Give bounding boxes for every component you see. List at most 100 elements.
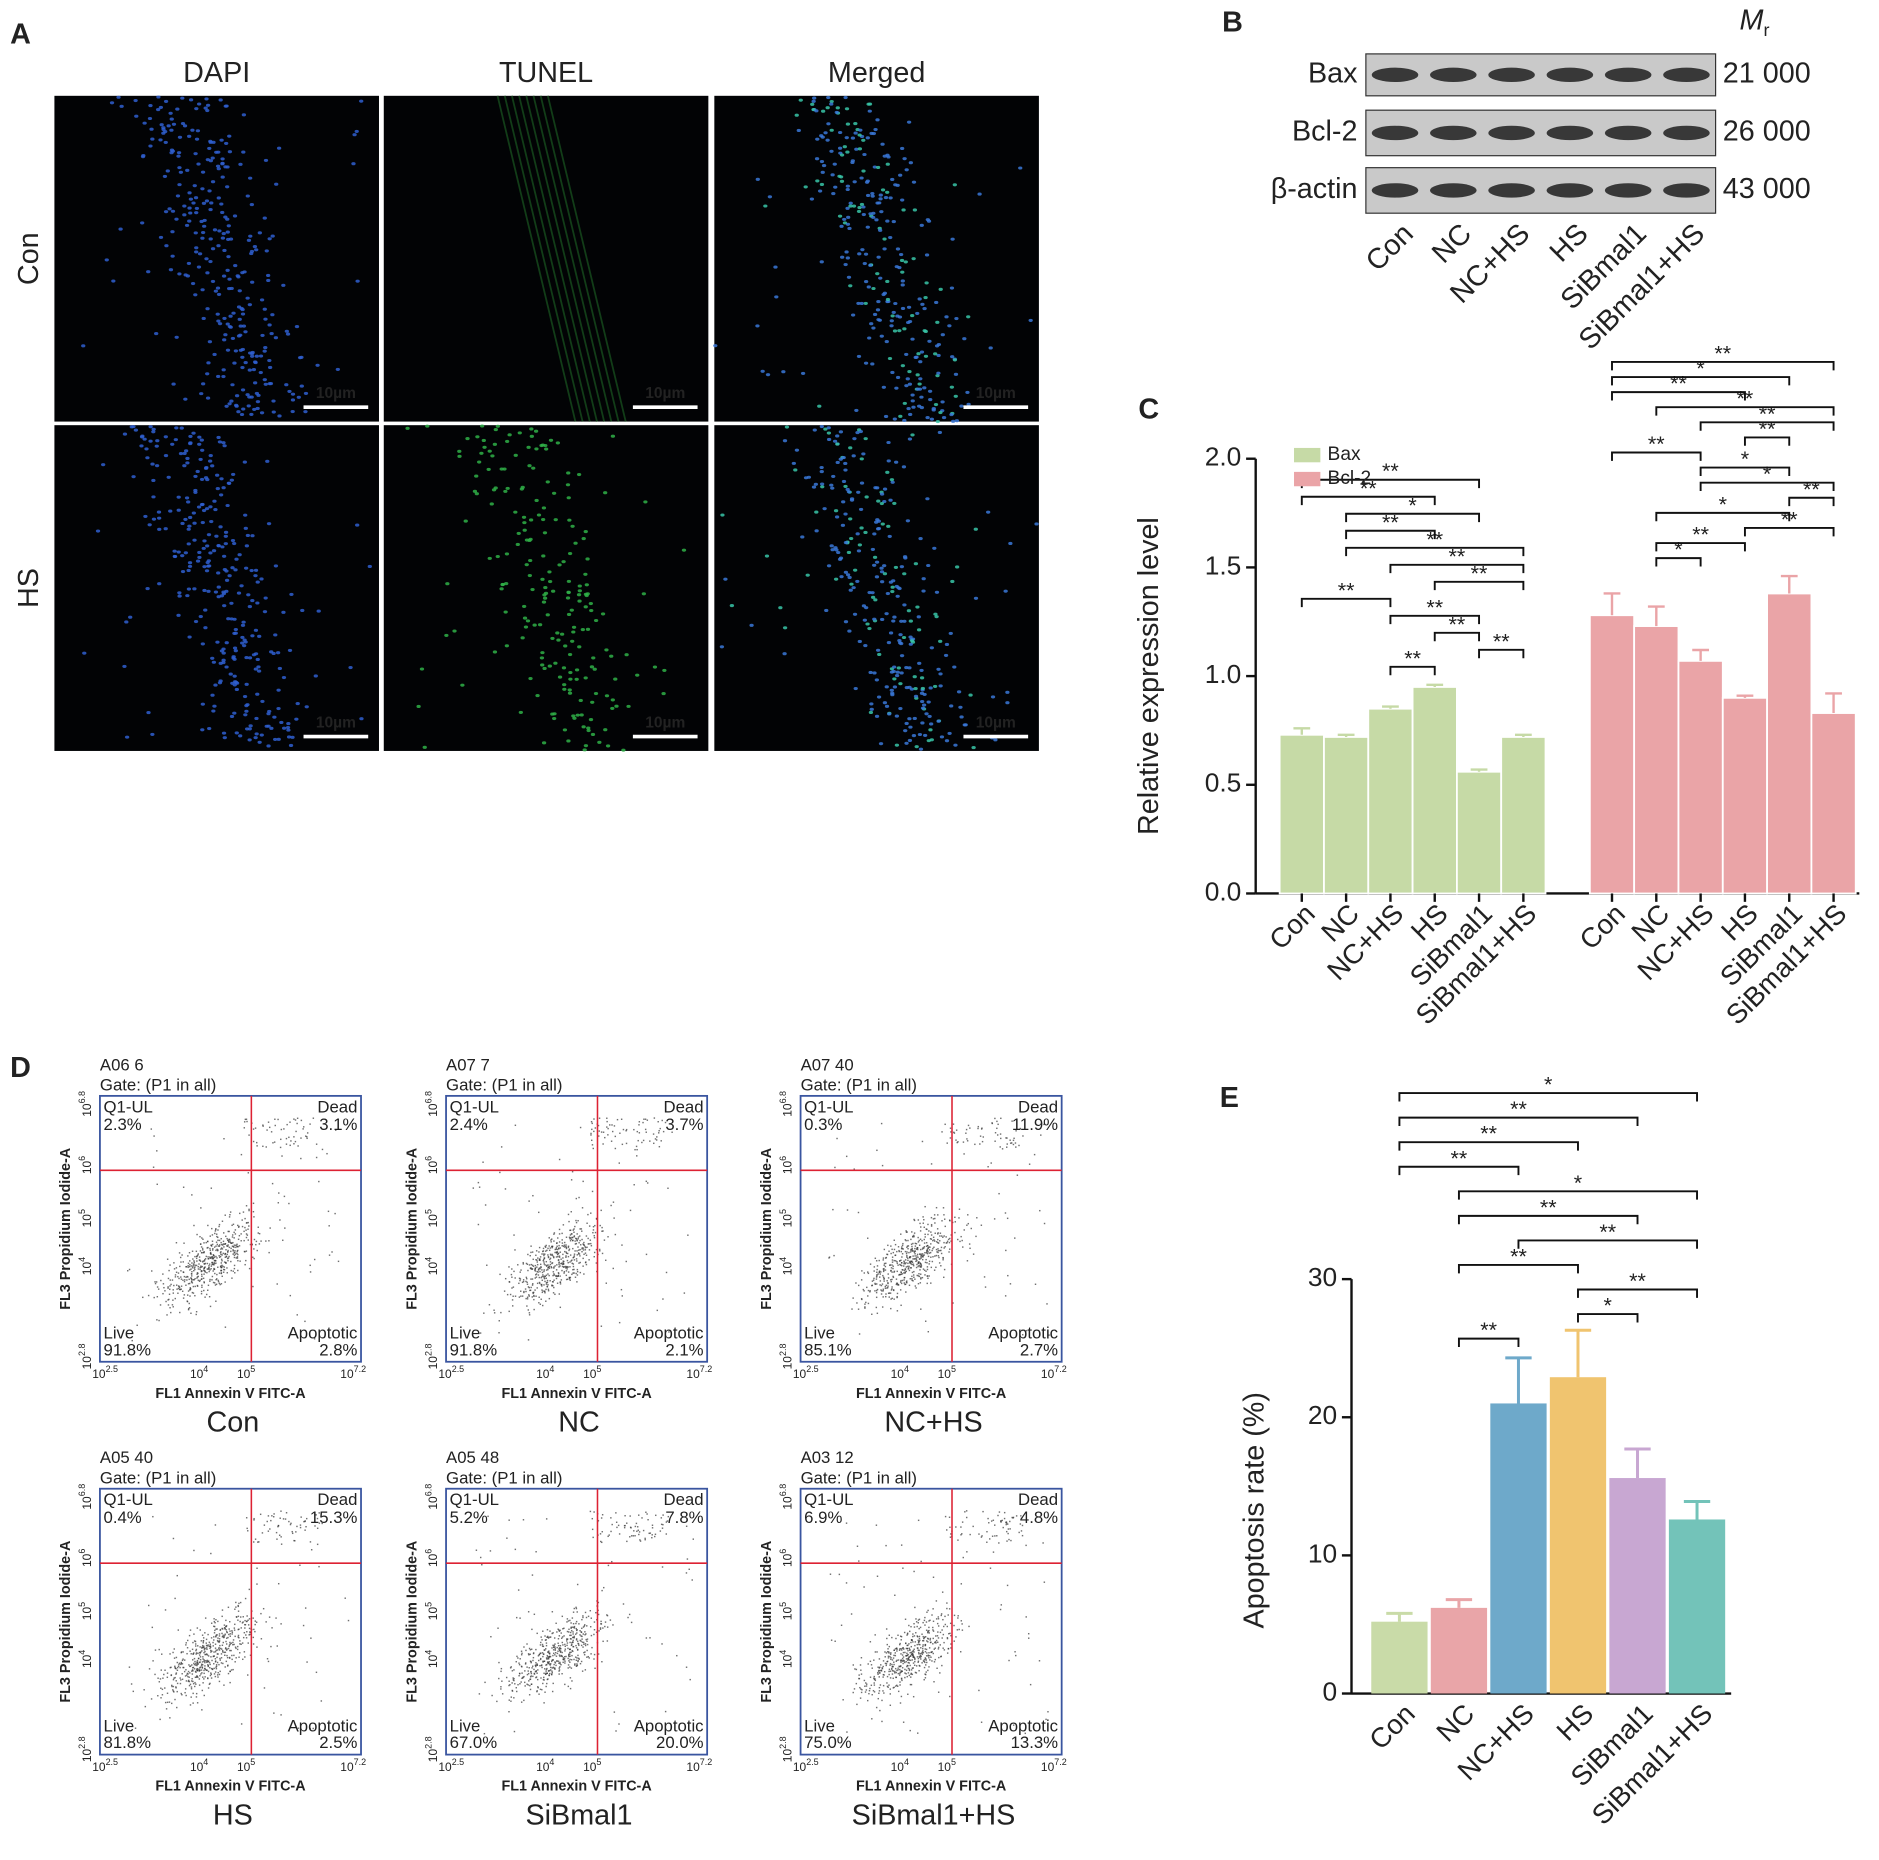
event [498, 1320, 500, 1322]
nucleus [223, 530, 229, 534]
event [903, 1279, 905, 1281]
event [549, 1669, 551, 1672]
event [533, 1613, 536, 1616]
event [565, 1255, 567, 1257]
event [218, 1646, 220, 1649]
event [180, 1276, 182, 1278]
event [226, 1631, 228, 1633]
event [853, 1168, 855, 1170]
x-tick-label: Con [1263, 898, 1321, 956]
event [910, 1238, 912, 1241]
event [255, 1240, 258, 1243]
event [614, 1233, 617, 1236]
tick-exp: 2.5 [452, 1365, 464, 1375]
event [207, 1665, 209, 1668]
nucleus [273, 633, 278, 637]
event [529, 1267, 532, 1269]
event [897, 1246, 900, 1248]
nucleus [729, 604, 735, 608]
event [213, 1662, 215, 1665]
nucleus [847, 629, 852, 633]
nucleus [914, 355, 919, 359]
significance-bracket [1457, 1190, 1698, 1200]
event [564, 1645, 566, 1648]
event [237, 1645, 239, 1648]
event [232, 1223, 235, 1226]
event [943, 1241, 945, 1244]
quadrant-ll: Live [450, 1324, 481, 1343]
nucleus [287, 648, 293, 652]
nucleus [203, 626, 208, 630]
event [913, 1270, 915, 1273]
nucleus [793, 468, 798, 472]
nucleus [854, 408, 859, 412]
nucleus [515, 542, 520, 547]
event [551, 1647, 553, 1649]
event [161, 1653, 163, 1655]
event [527, 1286, 530, 1288]
event [175, 1687, 177, 1689]
event [154, 1281, 156, 1283]
event [206, 1661, 208, 1664]
quadrant-ur-pct: 3.7% [665, 1115, 703, 1134]
nucleus [187, 524, 192, 528]
significance-bracket [1577, 1288, 1698, 1298]
event [917, 1256, 919, 1258]
event [248, 1134, 250, 1136]
nucleus [419, 667, 425, 671]
event [193, 1640, 196, 1642]
event [569, 1254, 572, 1256]
significance-label: ** [1670, 371, 1687, 396]
event [913, 1218, 915, 1221]
event [558, 1670, 560, 1672]
event [928, 1230, 930, 1232]
event [906, 1255, 908, 1257]
nucleus [624, 653, 629, 657]
event [547, 1658, 549, 1660]
event [545, 1664, 547, 1666]
nucleus [585, 557, 590, 561]
tick-exp: 2.5 [106, 1757, 118, 1767]
event [591, 1144, 594, 1146]
nucleus [151, 495, 156, 499]
event [896, 1310, 899, 1312]
event [318, 1180, 320, 1183]
event [570, 1667, 573, 1669]
nucleus [253, 568, 259, 572]
event [529, 1678, 532, 1680]
event [569, 1279, 571, 1281]
event [876, 1149, 878, 1152]
event [932, 1236, 935, 1239]
event [559, 1265, 561, 1267]
event [923, 1254, 925, 1256]
event [523, 1646, 525, 1648]
event [621, 1244, 623, 1246]
event [194, 1264, 196, 1267]
event [560, 1632, 562, 1634]
event [532, 1659, 534, 1662]
nucleus [907, 738, 913, 743]
nucleus [837, 214, 843, 218]
event [557, 1273, 560, 1275]
nucleus [290, 398, 296, 402]
nucleus [886, 440, 891, 445]
nucleus [191, 511, 196, 515]
nucleus [916, 615, 921, 619]
event [661, 1527, 664, 1529]
tick-exp: 5 [778, 1209, 788, 1214]
nucleus [218, 525, 223, 529]
event [537, 1269, 540, 1271]
event [225, 1262, 227, 1264]
event [204, 1270, 206, 1272]
event [901, 1253, 904, 1255]
nucleus [905, 519, 911, 523]
nucleus [855, 579, 860, 583]
event [555, 1247, 558, 1249]
event [195, 1676, 198, 1678]
event [565, 1274, 568, 1277]
event [895, 1283, 898, 1286]
event [564, 1250, 566, 1253]
event [541, 1291, 544, 1294]
event [577, 1253, 580, 1255]
